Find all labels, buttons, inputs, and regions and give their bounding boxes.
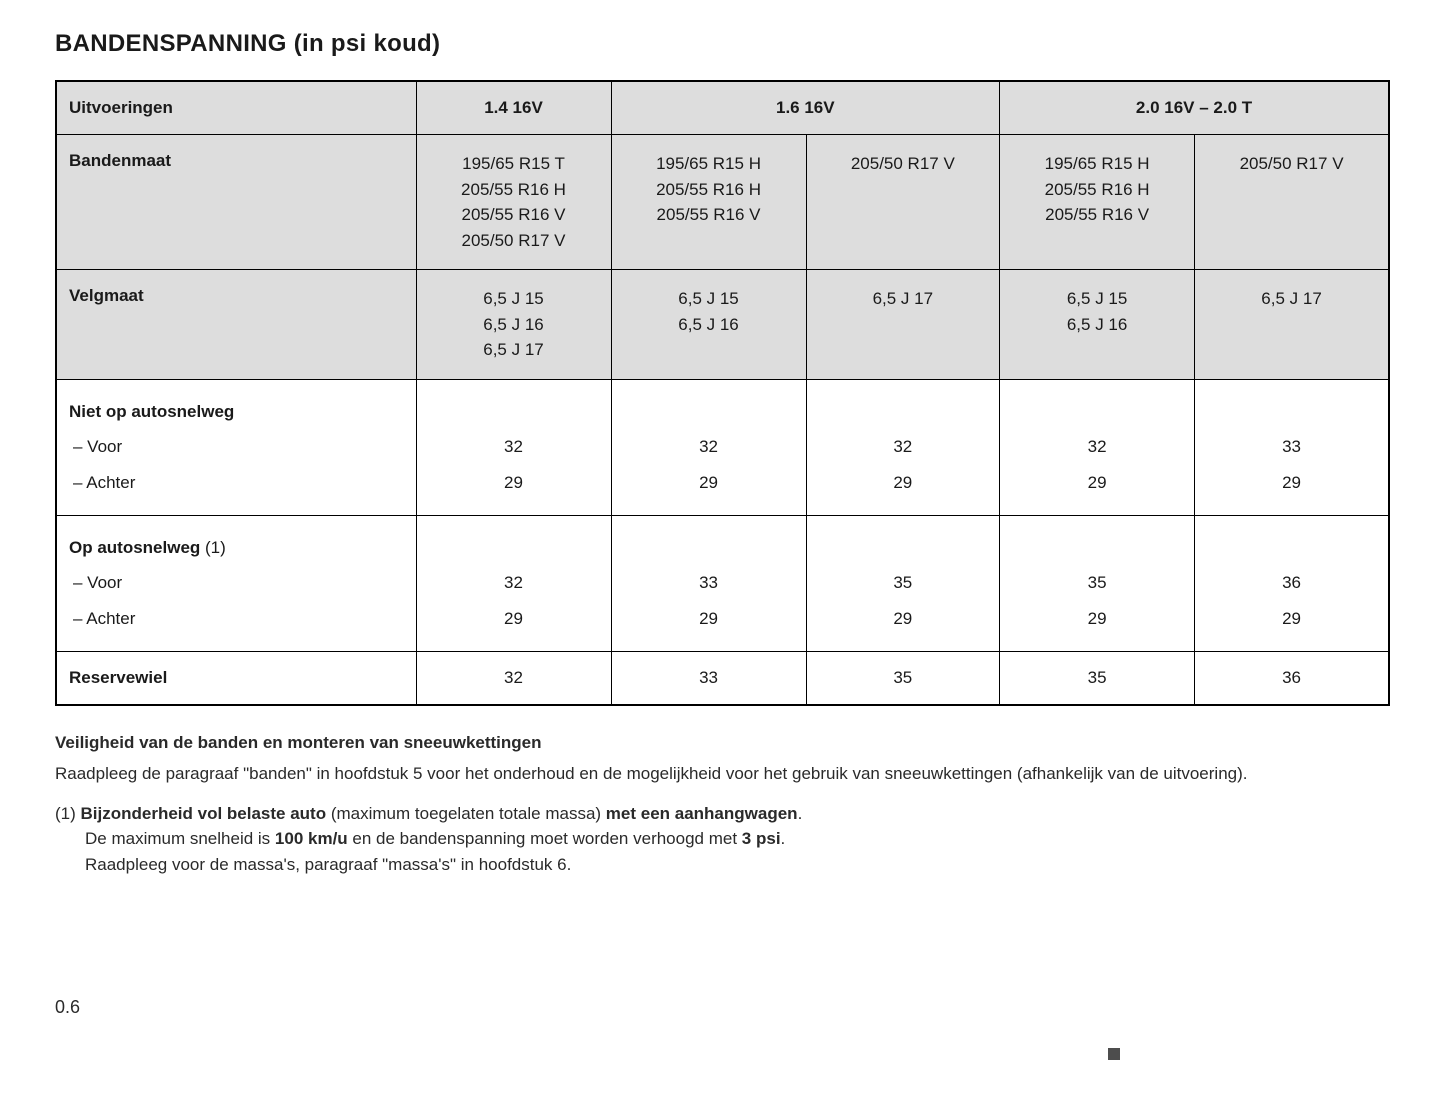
- header-uitvoeringen: Uitvoeringen: [56, 81, 416, 135]
- nh-c2: 3229: [611, 379, 806, 515]
- safety-body: Raadpleeg de paragraaf "banden" in hoofd…: [55, 761, 1390, 787]
- spare-c5: 36: [1195, 651, 1389, 705]
- tire-c1: 195/65 R15 T205/55 R16 H205/55 R16 V205/…: [416, 135, 611, 270]
- safety-title: Veiligheid van de banden en monteren van…: [55, 730, 1390, 756]
- hw-c1: 3229: [416, 515, 611, 651]
- tire-c5: 205/50 R17 V: [1195, 135, 1389, 270]
- tire-c2: 195/65 R15 H205/55 R16 H205/55 R16 V: [611, 135, 806, 270]
- nh-c5: 3329: [1195, 379, 1389, 515]
- spare-c3: 35: [806, 651, 1000, 705]
- row-bandenmaat-label: Bandenmaat: [56, 135, 416, 270]
- nh-c3: 3229: [806, 379, 1000, 515]
- non-highway-front-label: – Voor: [69, 429, 406, 465]
- page-number: 0.6: [55, 997, 1390, 1018]
- tire-c3: 205/50 R17 V: [806, 135, 1000, 270]
- non-highway-rear-label: – Achter: [69, 465, 406, 501]
- highway-front-label: – Voor: [69, 565, 406, 601]
- header-1-6-16v: 1.6 16V: [611, 81, 1000, 135]
- rim-c3: 6,5 J 17: [806, 270, 1000, 380]
- end-marker-icon: [1108, 1048, 1120, 1060]
- footnote-1: (1) Bijzonderheid vol belaste auto (maxi…: [55, 801, 1390, 878]
- highway-rear-label: – Achter: [69, 601, 406, 637]
- non-highway-label-cell: Niet op autosnelweg – Voor – Achter: [56, 379, 416, 515]
- notes-section: Veiligheid van de banden en monteren van…: [55, 730, 1390, 878]
- hw-c4: 3529: [1000, 515, 1195, 651]
- header-2-0-16v: 2.0 16V – 2.0 T: [1000, 81, 1389, 135]
- rim-c5: 6,5 J 17: [1195, 270, 1389, 380]
- row-velgmaat-label: Velgmaat: [56, 270, 416, 380]
- tire-c4: 195/65 R15 H205/55 R16 H205/55 R16 V: [1000, 135, 1195, 270]
- spare-label: Reservewiel: [56, 651, 416, 705]
- non-highway-title: Niet op autosnelweg: [69, 394, 406, 430]
- page-title: BANDENSPANNING (in psi koud): [55, 30, 1390, 58]
- tyre-pressure-table: Uitvoeringen 1.4 16V 1.6 16V 2.0 16V – 2…: [55, 80, 1390, 706]
- rim-c1: 6,5 J 156,5 J 166,5 J 17: [416, 270, 611, 380]
- nh-c1: 3229: [416, 379, 611, 515]
- nh-c4: 3229: [1000, 379, 1195, 515]
- highway-label-cell: Op autosnelweg (1) – Voor – Achter: [56, 515, 416, 651]
- hw-c2: 3329: [611, 515, 806, 651]
- spare-c4: 35: [1000, 651, 1195, 705]
- header-1-4-16v: 1.4 16V: [416, 81, 611, 135]
- rim-c4: 6,5 J 156,5 J 16: [1000, 270, 1195, 380]
- hw-c5: 3629: [1195, 515, 1389, 651]
- spare-c2: 33: [611, 651, 806, 705]
- hw-c3: 3529: [806, 515, 1000, 651]
- rim-c2: 6,5 J 156,5 J 16: [611, 270, 806, 380]
- spare-c1: 32: [416, 651, 611, 705]
- highway-title: Op autosnelweg (1): [69, 530, 406, 566]
